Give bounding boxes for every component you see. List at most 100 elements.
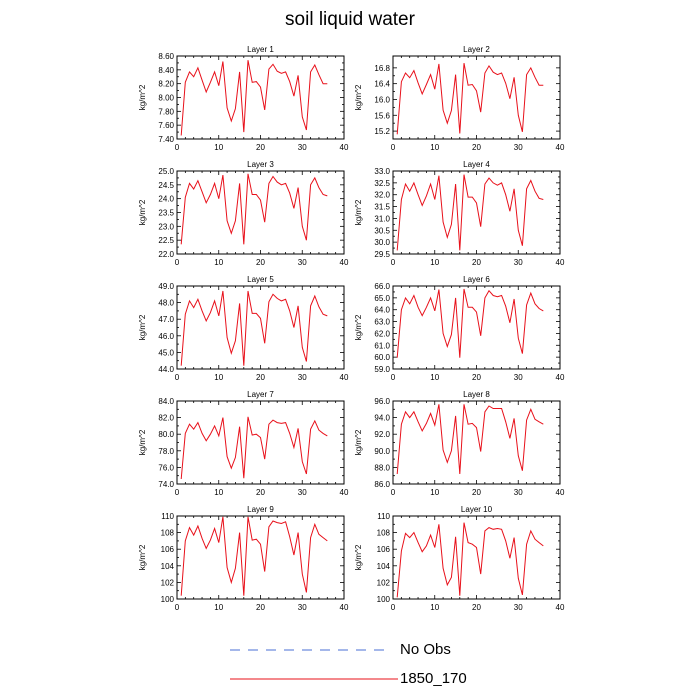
x-tick-label: 0 [391, 603, 396, 612]
panel-frame [392, 55, 561, 140]
x-tick-label: 0 [175, 488, 180, 497]
y-tick-label: 16.0 [374, 95, 390, 104]
x-tick-label: 0 [175, 258, 180, 267]
x-tick-label: 10 [214, 488, 223, 497]
panel-1: Layer 1 kg/m^2 0 10 20 30 40 7.40 7.60 7.80 8.00 8.… [138, 45, 349, 152]
y-tick-label: 60.0 [374, 353, 390, 362]
x-tick-label: 30 [298, 603, 307, 612]
x-tick-label: 20 [472, 143, 481, 152]
x-tick-label: 40 [340, 143, 349, 152]
legend-label-no-obs: No Obs [400, 641, 451, 658]
y-tick-label: 22.5 [158, 236, 174, 245]
x-tick-label: 20 [256, 603, 265, 612]
y-tick-label: 32.5 [374, 179, 390, 188]
y-tick-label: 64.0 [374, 306, 390, 315]
x-tick-label: 30 [514, 258, 523, 267]
panel-9: Layer 9 kg/m^2 0 10 20 30 40 100 102 104 106 108 110 [138, 505, 349, 612]
x-tick-label: 20 [256, 488, 265, 497]
panel-title: Layer 4 [463, 160, 490, 169]
y-axis-label: kg/m^2 [138, 84, 147, 110]
y-axis-label: kg/m^2 [138, 199, 147, 225]
x-tick-label: 20 [472, 488, 481, 497]
y-tick-label: 110 [161, 512, 174, 521]
y-tick-label: 45.0 [158, 348, 174, 357]
panel-frame [392, 515, 561, 600]
x-tick-label: 40 [340, 373, 349, 382]
x-tick-label: 20 [256, 373, 265, 382]
x-tick-label: 40 [556, 373, 565, 382]
x-tick-label: 0 [391, 143, 396, 152]
series-line-1 [396, 288, 544, 358]
x-tick-label: 20 [256, 258, 265, 267]
y-tick-label: 31.0 [374, 214, 390, 223]
series-line-1 [396, 174, 544, 251]
series-line-1 [180, 173, 328, 245]
y-tick-label: 24.5 [158, 181, 174, 190]
y-tick-label: 108 [377, 529, 391, 538]
x-tick-label: 40 [556, 258, 565, 267]
x-tick-label: 40 [556, 488, 565, 497]
x-tick-label: 0 [175, 143, 180, 152]
series-line-1 [180, 290, 328, 366]
y-tick-label: 78.0 [158, 447, 174, 456]
legend-line-dashed [230, 649, 388, 651]
y-axis-label: kg/m^2 [138, 544, 147, 570]
y-tick-label: 7.40 [158, 135, 174, 144]
chart-title: soil liquid water [285, 9, 415, 30]
y-tick-label: 30.0 [374, 238, 390, 247]
y-axis-label: kg/m^2 [354, 429, 363, 455]
panel-8: Layer 8 kg/m^2 0 10 20 30 40 86.0 88.0 90.0 92.0 94… [354, 390, 565, 497]
legend-item-1850-170: 1850_170 [230, 670, 490, 690]
y-tick-label: 31.5 [374, 203, 390, 212]
y-tick-label: 23.5 [158, 209, 174, 218]
x-tick-label: 20 [472, 603, 481, 612]
y-axis-label: kg/m^2 [354, 544, 363, 570]
panel-title: Layer 10 [461, 505, 493, 514]
y-tick-label: 104 [161, 562, 175, 571]
y-tick-label: 7.60 [158, 121, 174, 130]
y-tick-label: 96.0 [374, 397, 390, 406]
y-axis-label: kg/m^2 [138, 314, 147, 340]
panel-6: Layer 6 kg/m^2 0 10 20 30 40 59.0 60.0 61.0 62.0 63… [354, 275, 565, 382]
x-tick-label: 0 [391, 373, 396, 382]
panel-frame [392, 285, 561, 370]
panel-5: Layer 5 kg/m^2 0 10 20 30 40 44.0 45.0 46.0 47.0 48… [138, 275, 349, 382]
panel-title: Layer 9 [247, 505, 274, 514]
y-tick-label: 92.0 [374, 430, 390, 439]
panel-title: Layer 6 [463, 275, 490, 284]
y-tick-label: 66.0 [374, 282, 390, 291]
x-tick-label: 40 [556, 603, 565, 612]
x-tick-label: 10 [430, 143, 439, 152]
x-tick-label: 10 [214, 603, 223, 612]
y-tick-label: 62.0 [374, 329, 390, 338]
y-tick-label: 8.60 [158, 52, 174, 61]
y-tick-label: 84.0 [158, 397, 174, 406]
x-tick-label: 20 [472, 373, 481, 382]
x-tick-label: 30 [514, 488, 523, 497]
y-tick-label: 16.4 [374, 80, 390, 89]
panel-frame [176, 515, 345, 600]
y-tick-label: 30.5 [374, 226, 390, 235]
series-line-1 [396, 404, 544, 475]
x-tick-label: 40 [340, 258, 349, 267]
x-tick-label: 10 [214, 258, 223, 267]
y-tick-label: 32.0 [374, 191, 390, 200]
y-tick-label: 61.0 [374, 341, 390, 350]
y-tick-label: 23.0 [158, 222, 174, 231]
panel-frame [392, 170, 561, 255]
x-tick-label: 30 [514, 603, 523, 612]
x-tick-label: 0 [391, 488, 396, 497]
x-tick-label: 0 [175, 603, 180, 612]
y-tick-label: 94.0 [374, 414, 390, 423]
y-axis-label: kg/m^2 [354, 314, 363, 340]
y-tick-label: 108 [161, 529, 175, 538]
y-tick-label: 22.0 [158, 250, 174, 259]
y-tick-label: 104 [377, 562, 391, 571]
panel-frame [176, 285, 345, 370]
series-line-1 [180, 416, 328, 480]
y-tick-label: 82.0 [158, 414, 174, 423]
y-tick-label: 100 [377, 595, 391, 604]
panel-7: Layer 7 kg/m^2 0 10 20 30 40 74.0 76.0 78.0 80.0 82… [138, 390, 349, 497]
x-tick-label: 40 [340, 488, 349, 497]
